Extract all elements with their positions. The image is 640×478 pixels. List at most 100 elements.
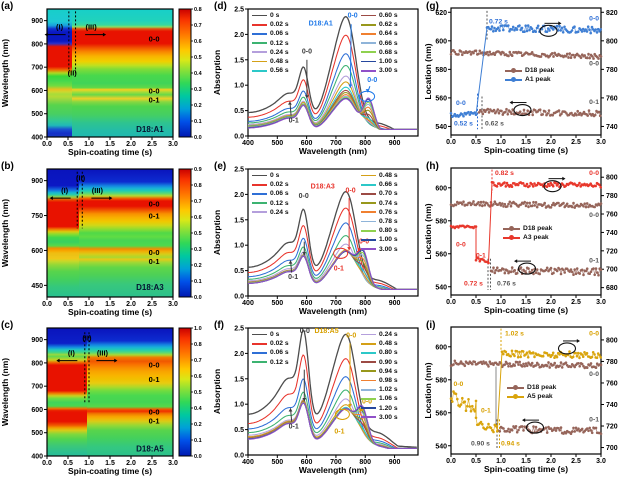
legend-item: 0.76 s	[361, 208, 398, 217]
svg-text:2.0: 2.0	[126, 460, 136, 467]
svg-text:700: 700	[31, 65, 43, 72]
svg-text:Spin-coating time (s): Spin-coating time (s)	[68, 307, 152, 317]
svg-text:2.0: 2.0	[546, 139, 556, 146]
legend-label: 0 s	[270, 172, 280, 180]
svg-text:0-0: 0-0	[456, 100, 466, 107]
svg-text:900: 900	[31, 337, 43, 344]
legend-item: 3.00 s	[361, 413, 398, 422]
svg-text:900: 900	[31, 178, 43, 185]
legend-label: 1.00 s	[379, 236, 398, 244]
svg-text:0.5: 0.5	[194, 390, 202, 396]
svg-text:600: 600	[301, 140, 313, 147]
svg-text:540: 540	[435, 443, 447, 450]
panel-tag: (i)	[426, 320, 436, 331]
legend-item: 0.80 s	[361, 348, 398, 357]
legend-item: 0.80 s	[361, 226, 398, 235]
svg-text:600: 600	[301, 459, 313, 466]
legend-label: A1 peak	[525, 76, 551, 84]
svg-text:400: 400	[242, 459, 254, 466]
legend-label: 0.78 s	[379, 218, 398, 226]
legend-item: 1.00 s	[361, 235, 398, 244]
svg-text:780: 780	[606, 359, 618, 366]
legend-marker	[507, 385, 524, 391]
svg-text:740: 740	[606, 124, 618, 131]
legend-swatch	[252, 60, 267, 63]
svg-text:Absorption: Absorption	[212, 210, 222, 255]
legend-swatch	[361, 51, 376, 54]
svg-text:2.0: 2.0	[126, 141, 136, 148]
svg-text:540: 540	[435, 124, 447, 131]
svg-text:1.0: 1.0	[496, 458, 506, 465]
svg-text:Spin-coating time (s): Spin-coating time (s)	[68, 466, 152, 476]
svg-text:0-1: 0-1	[149, 257, 160, 266]
svg-text:0.7: 0.7	[194, 23, 202, 29]
svg-text:0.5: 0.5	[471, 299, 481, 306]
svg-text:2.5: 2.5	[147, 301, 157, 308]
svg-text:600: 600	[435, 344, 447, 351]
svg-text:2.5: 2.5	[571, 299, 581, 306]
svg-text:2.5: 2.5	[571, 458, 581, 465]
svg-text:0-1: 0-1	[149, 95, 160, 104]
svg-text:900: 900	[389, 140, 401, 147]
svg-text:700: 700	[606, 445, 618, 452]
svg-text:400: 400	[242, 300, 254, 307]
legend-label: 0.12 s	[270, 39, 289, 47]
svg-text:0.0: 0.0	[234, 453, 244, 460]
svg-text:0-0: 0-0	[346, 333, 356, 340]
svg-text:3.0: 3.0	[596, 299, 606, 306]
svg-text:580: 580	[435, 218, 447, 225]
svg-text:Wavelength (nm): Wavelength (nm)	[299, 465, 367, 475]
legend-swatch	[361, 370, 376, 373]
svg-text:(III): (III)	[97, 349, 109, 358]
legend-label: 0.24 s	[379, 331, 398, 339]
legend-marker	[503, 235, 520, 241]
svg-text:0.5: 0.5	[63, 460, 73, 467]
svg-text:0-0: 0-0	[359, 239, 369, 246]
legend-item: 0.12 s	[252, 39, 289, 48]
svg-text:1.0: 1.0	[234, 243, 244, 250]
svg-text:Wavelength (nm): Wavelength (nm)	[299, 146, 367, 156]
svg-text:0-1: 0-1	[481, 407, 491, 414]
legend-label: D18 peak	[523, 225, 553, 233]
svg-text:0-0: 0-0	[367, 77, 377, 84]
legend-swatch	[361, 416, 376, 419]
panel-e-spectra: (e) 400 500 600 700 800 900 0.0 0.5 1.0 1.5 2.0 2.5…	[212, 160, 425, 319]
legend-swatch	[252, 51, 267, 54]
svg-text:560: 560	[435, 251, 447, 258]
svg-text:Spin-coating time (s): Spin-coating time (s)	[68, 147, 152, 157]
svg-text:720: 720	[606, 248, 618, 255]
panel-c-heatmap: (c) 0.0 0.5 1.0 1.5 2.0 2.5 3.0 400 500 600 700 800…	[0, 319, 213, 478]
svg-text:0.5: 0.5	[234, 268, 244, 275]
legend-item: 0.94 s	[361, 367, 398, 376]
svg-text:0-0: 0-0	[149, 86, 160, 95]
svg-text:600: 600	[31, 407, 43, 414]
svg-text:0-1: 0-1	[334, 266, 344, 273]
svg-text:0.5: 0.5	[194, 55, 202, 61]
svg-text:Wavelength (nm): Wavelength (nm)	[0, 39, 10, 107]
svg-text:0.5: 0.5	[234, 108, 244, 115]
legend-swatch	[361, 193, 376, 195]
svg-text:0.2: 0.2	[194, 103, 202, 109]
svg-text:740: 740	[606, 230, 618, 237]
svg-text:1.5: 1.5	[234, 376, 244, 383]
svg-text:0-0: 0-0	[589, 61, 599, 68]
svg-text:0-0: 0-0	[454, 381, 464, 388]
svg-text:400: 400	[242, 140, 254, 147]
legend-label: 0.66 s	[379, 181, 398, 189]
legend-swatch	[252, 333, 267, 336]
legend-label: 0.60 s	[379, 12, 398, 20]
svg-text:0-0: 0-0	[149, 199, 160, 208]
svg-text:1.0: 1.0	[234, 402, 244, 409]
svg-text:0-1: 0-1	[289, 424, 299, 431]
legend-label: A3 peak	[523, 234, 549, 242]
legend-item: 1.20 s	[361, 404, 398, 413]
svg-text:2.5: 2.5	[571, 139, 581, 146]
legend-label: 0.06 s	[270, 30, 289, 38]
legend-label: 1.02 s	[379, 386, 398, 394]
panel-h-peak-location: (h) 0.0 0.5 1.0 1.5 2.0 2.5 3.0 540 560 580 600 680…	[423, 160, 640, 319]
legend-label: 0.48 s	[270, 58, 289, 66]
legend-swatch	[361, 211, 376, 214]
svg-text:0-0: 0-0	[149, 248, 160, 257]
svg-text:0-0: 0-0	[348, 13, 358, 20]
legend-swatch	[252, 211, 267, 214]
